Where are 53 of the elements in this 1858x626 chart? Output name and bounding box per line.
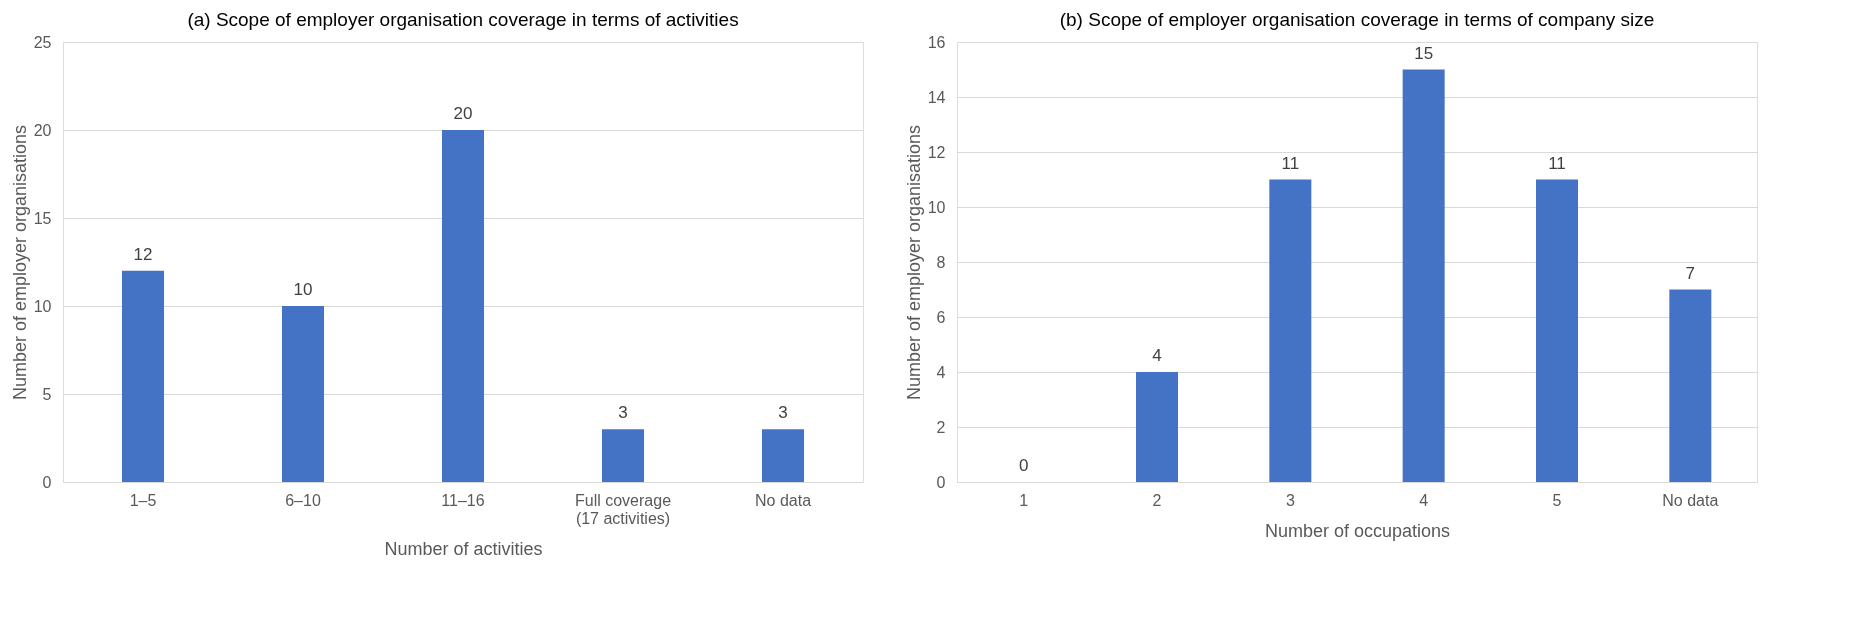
x-tick-label: Full coverage (17 activities): [574, 491, 672, 527]
x-tick-label: No data: [754, 491, 812, 509]
y-axis-title: Number of employer organisations: [903, 124, 924, 401]
data-label: 4: [1152, 346, 1162, 365]
bar: [1536, 179, 1578, 482]
y-tick-label: 5: [42, 385, 52, 403]
data-label: 0: [1018, 456, 1029, 475]
bar: [762, 429, 804, 482]
y-tick-label: 10: [33, 297, 52, 315]
y-tick-label: 8: [936, 253, 946, 271]
y-tick-label: 2: [936, 418, 946, 436]
x-axis-title: Number of activities: [384, 538, 543, 559]
x-tick-label: 1–5: [129, 491, 157, 509]
y-tick-label: 12: [927, 143, 946, 161]
bar: [122, 270, 164, 482]
data-label: 11: [1548, 153, 1566, 173]
x-tick-label: 4: [1419, 491, 1429, 509]
data-label: 20: [453, 104, 473, 123]
x-tick-label: 2: [1152, 491, 1162, 509]
data-label: 15: [1414, 43, 1434, 63]
y-axis-title: Number of employer organisations: [9, 124, 30, 401]
y-tick-label: 4: [936, 363, 946, 381]
data-label: 7: [1685, 263, 1696, 283]
chart-title: (b) Scope of employer organisation coverage in terms of company size: [1059, 9, 1655, 30]
bar: [1669, 289, 1712, 482]
y-tick-label: 14: [927, 88, 946, 106]
data-label: 11: [1281, 153, 1300, 173]
bar: [1269, 179, 1312, 482]
bar: [1402, 69, 1445, 482]
y-tick-label: 16: [927, 33, 946, 51]
x-tick-label: 3: [1285, 491, 1295, 509]
data-label: 3: [618, 403, 628, 423]
data-label: 3: [778, 403, 788, 423]
data-label: 10: [293, 280, 313, 299]
bar: [282, 306, 324, 482]
y-tick-label: 6: [936, 308, 946, 326]
x-tick-label: 1: [1019, 491, 1029, 509]
x-tick-label: No data: [1662, 491, 1719, 509]
bar: [1136, 372, 1178, 482]
bar: [442, 130, 484, 482]
x-axis-title: Number of occupations: [1264, 520, 1451, 541]
data-label: 12: [133, 244, 153, 264]
y-tick-label: 0: [42, 473, 52, 491]
chart-title: (a) Scope of employer organisation coverage in terms of activities: [187, 9, 739, 30]
y-tick-label: 0: [936, 473, 946, 491]
y-tick-label: 15: [33, 209, 52, 227]
y-tick-label: 25: [33, 33, 52, 51]
x-tick-label: 11–16: [441, 491, 485, 509]
y-tick-label: 10: [927, 198, 946, 216]
x-tick-label: 5: [1552, 491, 1562, 509]
y-tick-label: 20: [33, 121, 52, 139]
bar: [602, 429, 644, 482]
x-tick-label: 6–10: [285, 491, 321, 509]
